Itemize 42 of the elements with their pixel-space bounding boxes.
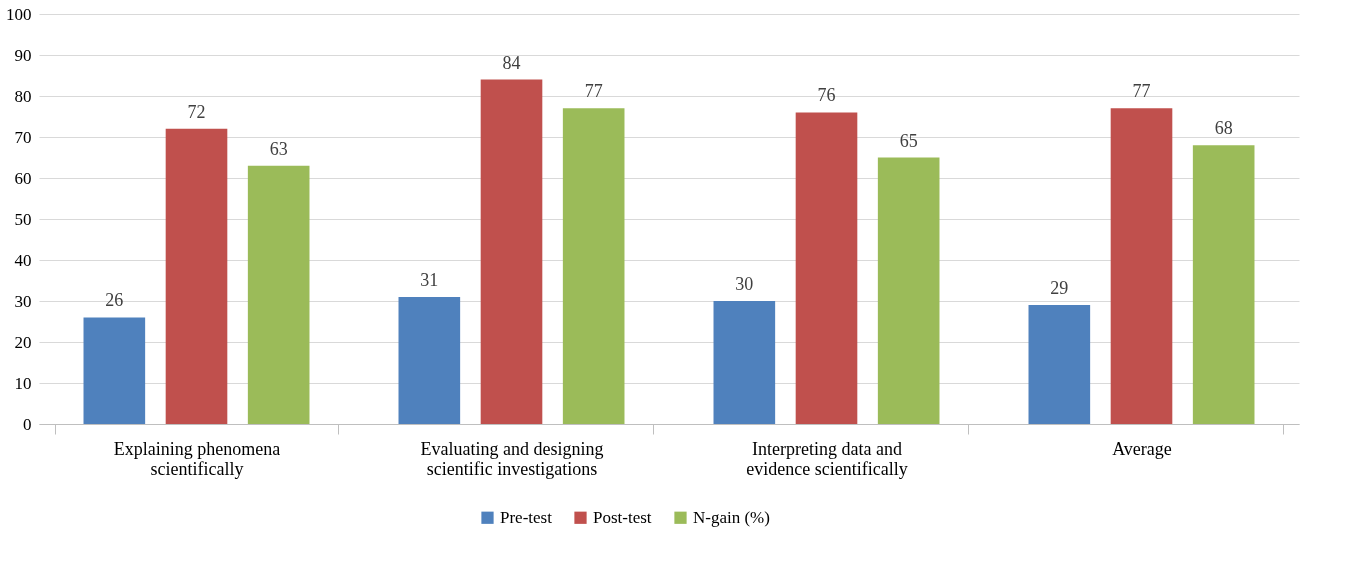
- y-tick-label: 70: [14, 127, 32, 147]
- bar: [1192, 145, 1255, 424]
- data-label: 77: [1132, 81, 1151, 102]
- x-tick-label: Evaluating and designing scientific investigations: [420, 438, 604, 479]
- bar: [877, 157, 940, 424]
- bar: [713, 301, 776, 424]
- y-tick-label: 20: [14, 332, 32, 352]
- data-label: 31: [420, 269, 439, 290]
- bar: [165, 128, 228, 424]
- bar: [83, 317, 146, 424]
- bar: [398, 296, 461, 424]
- y-tick-label: 50: [14, 209, 32, 229]
- bar: [562, 108, 625, 424]
- data-label: 65: [899, 130, 918, 151]
- x-tick-label: Interpreting data and evidence scientifically: [746, 438, 908, 479]
- legend-label: Pre-test: [500, 507, 553, 527]
- x-tick-label: Explaining phenomena scientifically: [113, 438, 281, 479]
- y-tick-label: 80: [14, 86, 32, 106]
- data-label: 63: [269, 138, 288, 159]
- data-label: 72: [187, 101, 206, 122]
- y-tick-label: 40: [14, 250, 32, 270]
- y-tick-label: 0: [23, 414, 32, 434]
- bar: [247, 165, 310, 424]
- y-tick-label: 90: [14, 45, 32, 65]
- data-label: 68: [1214, 118, 1233, 139]
- data-label: 77: [584, 81, 603, 102]
- y-tick-label: 100: [6, 4, 32, 24]
- data-label: 26: [105, 290, 124, 311]
- data-label: 29: [1050, 278, 1069, 299]
- y-tick-label: 60: [14, 168, 32, 188]
- bar: [480, 79, 543, 424]
- data-label: 84: [502, 52, 521, 73]
- bar: [1110, 108, 1173, 424]
- y-tick-label: 30: [14, 291, 32, 311]
- x-tick-label: Average: [1112, 438, 1172, 459]
- data-label: 30: [735, 274, 754, 294]
- bar: [795, 112, 858, 424]
- legend-label: N-gain (%): [693, 507, 770, 527]
- bar: [1028, 305, 1091, 424]
- legend-label: Post-test: [593, 507, 652, 527]
- data-label: 76: [817, 85, 836, 106]
- y-tick-label: 10: [14, 373, 32, 393]
